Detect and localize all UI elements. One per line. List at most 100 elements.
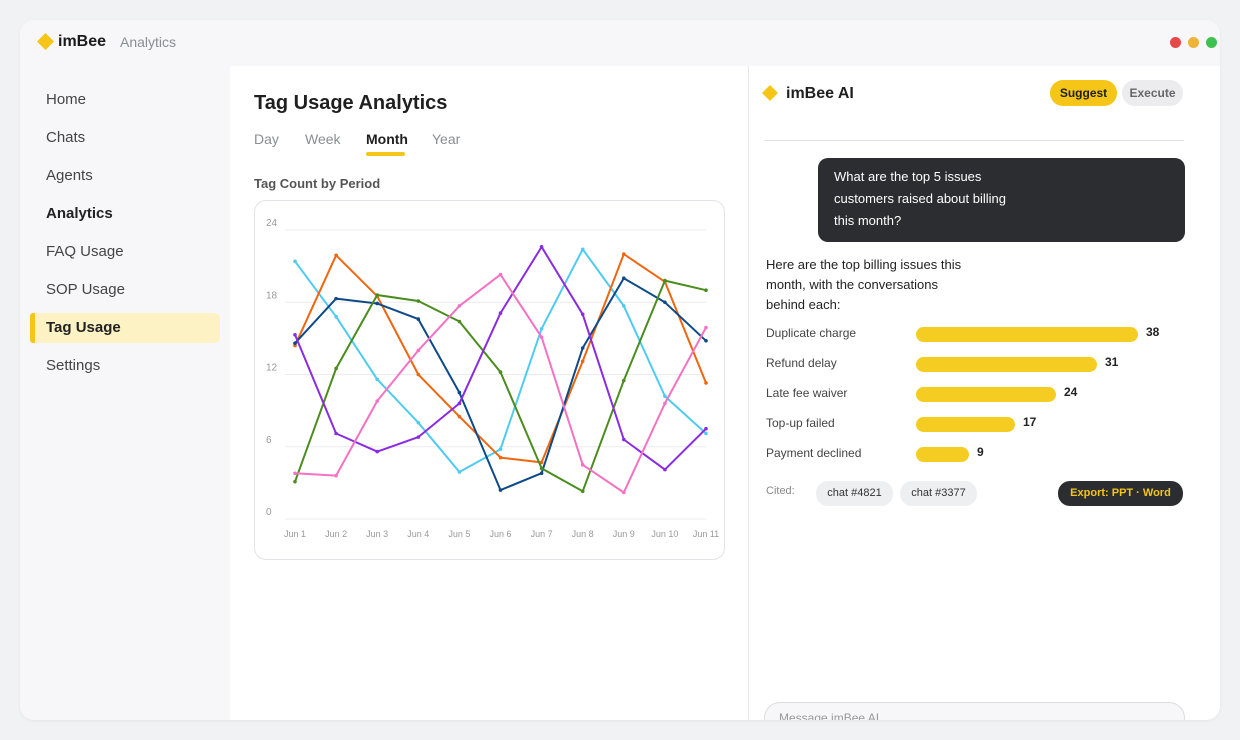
data-point	[457, 319, 462, 324]
maximize-window-button[interactable]	[1206, 37, 1217, 48]
data-point	[293, 471, 297, 476]
minimize-window-button[interactable]	[1188, 37, 1199, 48]
data-point	[457, 414, 462, 419]
data-point	[580, 359, 585, 364]
issue-count: 9	[977, 445, 984, 459]
data-point	[580, 463, 585, 467]
x-tick-label: Jun 5	[448, 529, 470, 539]
citation-chip[interactable]: chat #4821	[816, 481, 893, 506]
data-point	[334, 431, 338, 436]
export-button[interactable]: Export: PPT · Word	[1058, 481, 1183, 506]
user-message-line: this month?	[834, 213, 902, 228]
data-point	[375, 301, 379, 306]
y-tick-label: 12	[266, 363, 278, 374]
title-bar: imBee Analytics	[20, 20, 1220, 66]
data-point	[416, 435, 421, 439]
y-tick-label: 6	[266, 435, 272, 446]
data-point	[334, 366, 338, 371]
y-tick-label: 18	[266, 290, 278, 301]
close-window-button[interactable]	[1170, 37, 1181, 48]
user-message-line: What are the top 5 issues	[834, 169, 982, 184]
ai-answer-text: Here are the top billing issues this mon…	[766, 255, 986, 315]
issue-label: Refund delay	[766, 356, 837, 370]
execute-button[interactable]: Execute	[1122, 80, 1183, 106]
data-point	[375, 399, 379, 403]
breadcrumb: Analytics	[120, 34, 177, 50]
data-point	[416, 299, 421, 303]
ai-panel-title: imBee AI	[786, 85, 854, 102]
brand-name: imBee	[58, 33, 107, 50]
data-point	[663, 300, 667, 305]
x-tick-label: Jun 10	[651, 529, 678, 539]
data-point	[375, 293, 379, 297]
x-tick-label: Jun 9	[613, 529, 635, 539]
imbee-ai-logo-icon	[762, 85, 778, 101]
series-line	[294, 253, 707, 464]
data-point	[334, 473, 338, 478]
tab-week[interactable]: Week	[305, 131, 341, 147]
data-point	[622, 252, 626, 256]
app-window: imBee Analytics Home Chats Agents Analyt…	[20, 20, 1220, 720]
x-tick-label: Jun 6	[489, 529, 511, 539]
data-point	[704, 325, 708, 330]
answer-line: month, with the conversations	[766, 277, 938, 292]
sidebar-item-sop-usage[interactable]: SOP Usage	[46, 281, 125, 298]
data-point	[580, 312, 585, 317]
data-point	[416, 348, 421, 353]
data-point	[293, 479, 297, 484]
tab-year[interactable]: Year	[432, 131, 461, 147]
sidebar-item-agents[interactable]: Agents	[46, 167, 93, 184]
x-tick-label: Jun 8	[572, 529, 594, 539]
data-point	[663, 394, 667, 398]
data-point	[663, 278, 667, 283]
data-point	[622, 304, 626, 308]
data-point	[622, 490, 626, 495]
sidebar-item-analytics[interactable]: Analytics	[46, 205, 113, 222]
data-point	[580, 247, 585, 252]
data-point	[457, 304, 462, 308]
tab-month[interactable]: Month	[366, 131, 408, 147]
sidebar-item-chats[interactable]: Chats	[46, 129, 86, 146]
issue-label: Top-up failed	[766, 416, 835, 430]
data-point	[704, 381, 708, 385]
data-point	[498, 488, 503, 492]
message-input[interactable]	[764, 702, 1185, 720]
sidebar-item-settings[interactable]: Settings	[46, 357, 101, 374]
data-point	[416, 317, 421, 321]
y-tick-label: 24	[266, 218, 278, 229]
data-point	[334, 253, 338, 258]
data-point	[416, 372, 421, 377]
data-point	[704, 338, 708, 343]
data-point	[334, 296, 338, 301]
data-point	[580, 489, 585, 494]
data-point	[375, 449, 379, 454]
issue-label: Late fee waiver	[766, 386, 848, 400]
chart-section-label: Tag Count by Period	[254, 176, 381, 191]
data-point	[293, 341, 297, 345]
suggest-button[interactable]: Suggest	[1050, 80, 1117, 106]
sidebar-item-home[interactable]: Home	[46, 91, 87, 108]
tab-day[interactable]: Day	[254, 131, 279, 147]
data-point	[622, 437, 626, 442]
sidebar-item-faq-usage[interactable]: FAQ Usage	[46, 243, 124, 260]
citation-chip[interactable]: chat #3377	[900, 481, 977, 506]
data-point	[375, 377, 379, 382]
data-point	[416, 420, 421, 425]
data-point	[663, 467, 667, 472]
issue-bar	[916, 387, 1056, 402]
issue-count: 24	[1064, 385, 1078, 399]
series-line	[294, 273, 707, 494]
sidebar-item-tag-usage[interactable]: Tag Usage	[30, 313, 220, 343]
data-point	[498, 447, 503, 451]
line-chart: 0 6 12 18 24 Jun 1 Jun 2 Jun 3 Jun 4 Jun 5 Jun 6 Ju…	[266, 218, 719, 539]
x-tick-label: Jun 1	[284, 529, 306, 539]
answer-line: Here are the top billing issues this	[766, 257, 962, 272]
issue-label: Duplicate charge	[766, 326, 857, 340]
data-point	[622, 378, 626, 383]
data-point	[457, 470, 462, 474]
answer-line: behind each:	[766, 297, 841, 312]
x-tick-label: Jun 2	[325, 529, 347, 539]
data-point	[704, 426, 708, 431]
issue-bar	[916, 327, 1138, 342]
issue-bar	[916, 357, 1097, 372]
